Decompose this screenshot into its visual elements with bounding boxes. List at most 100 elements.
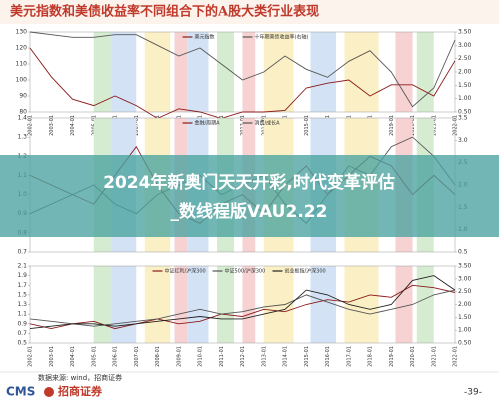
y-tick-label: 2.1 [17, 263, 27, 270]
y2-tick-label: 0.50 [458, 109, 472, 116]
x-tick-label: 2004-01 [70, 115, 76, 136]
regime-band [395, 32, 413, 112]
series-line [29, 47, 456, 119]
regime-band [344, 32, 379, 112]
y2-tick-label: 3.00 [458, 275, 472, 282]
regime-band [144, 32, 171, 112]
series-line [29, 275, 456, 330]
x-tick-label: 2018-01 [368, 346, 374, 367]
regime-band [174, 266, 188, 343]
title-bar [0, 0, 499, 24]
y2-tick-label: 0.50 [458, 340, 472, 347]
x-tick-label: 2013-01 [261, 346, 267, 367]
y2-tick-label: 1.50 [458, 82, 472, 89]
x-tick-label: 2011-01 [219, 346, 225, 367]
y-tick-label: 130 [16, 29, 28, 36]
x-tick-label: 2003-01 [49, 115, 55, 136]
y2-tick-label: 3.50 [458, 29, 472, 36]
banner-line: 2024年新奥门天天开彩,时代变革评估 [103, 172, 395, 193]
legend-label: 消费/成长A [255, 120, 281, 127]
y2-tick-label: 1.00 [458, 327, 472, 334]
y2-tick-label: 3.0 [458, 137, 468, 144]
y-tick-label: 100 [16, 77, 28, 84]
regime-band [174, 32, 188, 112]
page-title: 美元指数和美债收益率不同组合下的A股大类行业表现 [10, 4, 319, 20]
legend-label: 十年期美债收益率(右轴) [255, 34, 309, 41]
y2-tick-label: 3.50 [458, 263, 472, 270]
x-tick-label: 2007-01 [134, 115, 140, 136]
x-tick-label: 2002-01 [28, 346, 34, 367]
series-line [29, 289, 456, 327]
x-tick-label: 2022-01 [453, 346, 459, 367]
y-tick-label: 0.7 [17, 249, 27, 256]
y-tick-label: 120 [16, 45, 28, 52]
y2-tick-label: 2.00 [458, 69, 472, 76]
regime-band [110, 32, 137, 112]
x-tick-label: 2021-01 [431, 346, 437, 367]
regime-band [144, 266, 171, 343]
x-tick-label: 2020-01 [410, 115, 416, 136]
logo: CMS [6, 385, 35, 399]
legend-label: 中证500/沪深300 [225, 268, 266, 275]
y-tick-label: 1.4 [17, 115, 27, 122]
x-tick-label: 2020-01 [410, 346, 416, 367]
x-tick-label: 2021-01 [431, 115, 437, 136]
series-line [29, 31, 456, 108]
y-tick-label: 0.9 [17, 320, 27, 327]
y2-tick-label: 3.5 [458, 115, 468, 122]
y-tick-label: 1.5 [17, 291, 27, 298]
x-tick-label: 2003-01 [49, 346, 55, 367]
x-tick-label: 2008-01 [155, 346, 161, 367]
regime-band [187, 266, 209, 343]
y2-tick-label: 1.00 [458, 95, 472, 102]
y-tick-label: 1.7 [17, 282, 27, 289]
x-tick-label: 2010-01 [198, 346, 204, 367]
y2-tick-label: 2.50 [458, 55, 472, 62]
x-tick-label: 2007-01 [134, 346, 140, 367]
banner [0, 155, 499, 237]
series-line [29, 284, 456, 330]
regime-band [187, 32, 209, 112]
regime-band [395, 266, 413, 343]
regime-band [310, 32, 336, 112]
legend-label: 美元指数 [195, 34, 215, 41]
y2-tick-label: 2.50 [458, 288, 472, 295]
banner-line: _数线程版VAU2.22 [171, 201, 328, 222]
x-tick-label: 2014-01 [283, 346, 289, 367]
x-tick-label: 2022-01 [453, 115, 459, 136]
legend-label: 中证红利/沪深300 [165, 268, 206, 275]
y2-tick-label: 0.5 [458, 249, 468, 256]
regime-band [263, 266, 294, 343]
regime-band [217, 32, 234, 112]
regime-band [263, 32, 294, 112]
regime-band [110, 266, 137, 343]
regime-band [93, 32, 111, 112]
x-tick-label: 2015-01 [304, 346, 310, 367]
x-tick-label: 2016-01 [325, 346, 331, 367]
x-tick-label: 2017-01 [346, 346, 352, 367]
regime-band [416, 32, 434, 112]
regime-band [242, 266, 256, 343]
regime-band [217, 266, 234, 343]
regime-band [416, 266, 434, 343]
y-tick-label: 1.3 [17, 134, 27, 141]
y2-tick-label: 3.00 [458, 42, 472, 49]
y2-tick-label: 1.50 [458, 314, 472, 321]
source: 数据来源: wind，招商证券 [38, 373, 122, 382]
logo-icon [44, 387, 54, 397]
page-number: -39- [464, 388, 482, 398]
x-tick-label: 2006-01 [113, 346, 119, 367]
y2-tick-label: 2.00 [458, 301, 472, 308]
x-tick-label: 2015-01 [304, 115, 310, 136]
x-tick-label: 2005-01 [91, 346, 97, 367]
x-tick-label: 2012-01 [240, 346, 246, 367]
y-tick-label: 0.5 [17, 340, 27, 347]
y-tick-label: 1.1 [17, 311, 27, 318]
brand: 招商证券 [58, 384, 103, 398]
y-tick-label: 80 [19, 109, 27, 116]
legend-label: 金融/周期A [195, 120, 221, 127]
regime-band [242, 32, 256, 112]
legend-label: 创业板指/沪深300 [285, 268, 326, 275]
regime-band [310, 266, 336, 343]
y-tick-label: 110 [16, 61, 28, 68]
